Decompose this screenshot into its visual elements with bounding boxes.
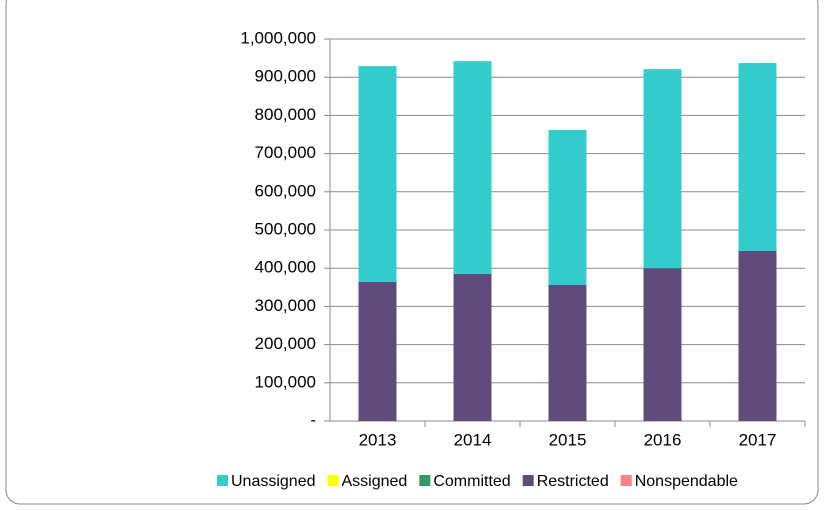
y-tick-label: 200,000 [255, 334, 316, 353]
bar-segment [643, 268, 682, 421]
legend-swatch [620, 475, 632, 486]
chart-border [5, 0, 819, 505]
x-tick-label: 2013 [359, 430, 397, 449]
bar-segment [453, 61, 492, 274]
legend-label: Restricted [537, 473, 609, 490]
bar-segment [453, 273, 492, 421]
y-tick-label: 300,000 [255, 296, 316, 315]
bar-segment [738, 63, 777, 252]
bar-segment [738, 251, 777, 421]
x-tick-label: 2015 [549, 430, 587, 449]
bar-segment [548, 285, 587, 421]
y-tick-label: 1,000,000 [240, 28, 316, 47]
legend-swatch [522, 475, 534, 486]
y-tick-label: 800,000 [255, 105, 316, 124]
y-tick-label: 900,000 [255, 67, 316, 86]
y-tick-label: - [310, 410, 316, 429]
x-tick-label: 2017 [739, 430, 777, 449]
legend-label: Unassigned [231, 473, 316, 490]
bar-segment [548, 129, 587, 286]
y-tick-label: 600,000 [255, 181, 316, 200]
bar-segment [643, 69, 682, 269]
legend-swatch [217, 475, 228, 486]
y-tick-label: 500,000 [255, 219, 316, 238]
bar-segment [358, 66, 397, 282]
legend-swatch [419, 475, 431, 486]
legend-label: Nonspendable [635, 473, 738, 490]
y-tick-label: 700,000 [255, 143, 316, 162]
x-tick-label: 2014 [454, 430, 492, 449]
legend-swatch [327, 475, 339, 486]
legend-label: Committed [433, 473, 510, 490]
x-tick-label: 2016 [644, 430, 682, 449]
legend-label: Assigned [342, 473, 408, 490]
bar-segment [358, 281, 397, 421]
y-tick-label: 400,000 [255, 258, 316, 277]
y-tick-label: 100,000 [255, 372, 316, 391]
